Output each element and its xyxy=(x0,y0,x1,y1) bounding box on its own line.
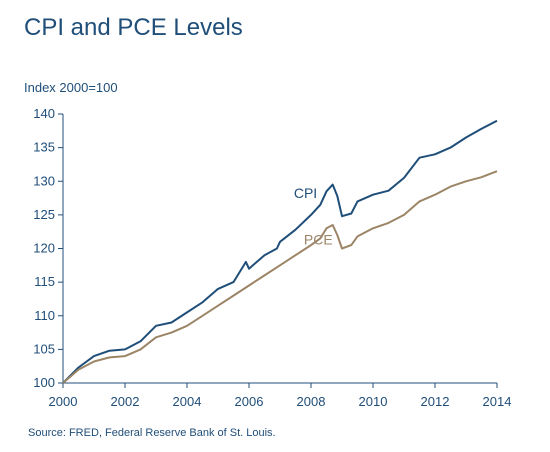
series-label-cpi: CPI xyxy=(294,185,317,201)
series-label-pce: PCE xyxy=(304,231,333,247)
series-labels: CPI PCE xyxy=(294,185,333,247)
y-tick-label: 120 xyxy=(33,241,55,256)
y-tick-label: 100 xyxy=(33,375,55,390)
y-tick-label: 110 xyxy=(34,308,55,323)
y-tick-label: 140 xyxy=(33,106,55,121)
x-tick-label: 2002 xyxy=(111,394,140,409)
series-line-pce xyxy=(62,170,498,384)
series-lines xyxy=(62,119,498,384)
x-tick-label: 2010 xyxy=(359,394,388,409)
x-tick-label: 2004 xyxy=(173,394,202,409)
y-axis-unit-label: Index 2000=100 xyxy=(24,80,118,95)
x-tick-label: 2000 xyxy=(49,394,78,409)
y-tick-label: 125 xyxy=(33,207,55,222)
x-tick-label: 2014 xyxy=(483,394,512,409)
chart-title: CPI and PCE Levels xyxy=(24,14,243,41)
y-tick-label: 105 xyxy=(33,341,55,356)
x-tick-label: 2012 xyxy=(421,394,450,409)
axes: 100 105 110 115 120 125 130 135 140 2000 2002 2004 2… xyxy=(33,106,511,409)
x-tick-label: 2008 xyxy=(297,394,326,409)
y-tick-label: 130 xyxy=(33,173,55,188)
series-line-cpi xyxy=(62,119,498,384)
y-tick-label: 115 xyxy=(34,274,55,289)
x-tick-label: 2006 xyxy=(235,394,264,409)
source-note: Source: FRED, Federal Reserve Bank of St… xyxy=(28,427,276,439)
y-tick-label: 135 xyxy=(33,140,55,155)
